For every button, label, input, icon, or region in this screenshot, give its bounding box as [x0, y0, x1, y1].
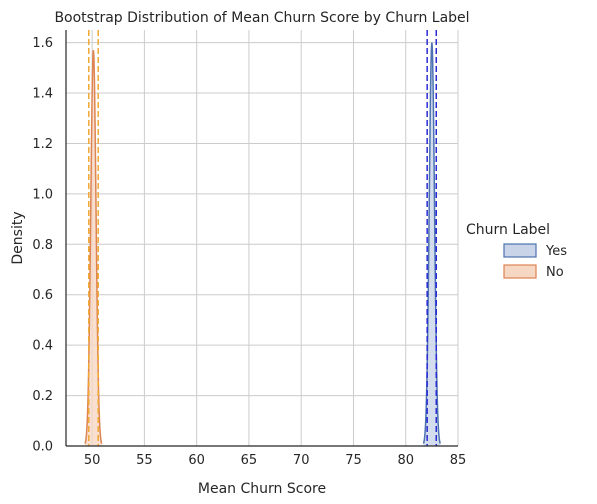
x-tick-label: 80 — [397, 453, 414, 468]
y-tick-labels: 0.0 0.2 0.4 0.6 0.8 1.0 1.2 1.4 1.6 — [32, 36, 53, 454]
y-tick-label: 1.6 — [32, 36, 53, 51]
legend-label-no: No — [546, 265, 564, 280]
y-tick-label: 0.4 — [32, 339, 53, 354]
plot-marks — [84, 30, 441, 447]
y-tick-label: 1.4 — [32, 87, 53, 102]
y-tick-label: 0.6 — [32, 288, 53, 303]
y-tick-label: 1.0 — [32, 187, 53, 202]
kde-fill-no — [85, 50, 102, 447]
legend-title: Churn Label — [466, 222, 550, 238]
x-tick-label: 75 — [345, 453, 362, 468]
x-tick-label: 50 — [84, 453, 101, 468]
kde-line-no — [84, 50, 103, 444]
x-tick-labels: 50 55 60 65 70 75 80 85 — [84, 453, 466, 468]
y-tick-label: 1.2 — [32, 137, 53, 152]
y-tick-label: 0.2 — [32, 389, 53, 404]
x-tick-label: 70 — [293, 453, 310, 468]
legend-swatch-yes — [503, 243, 537, 258]
chart-title: Bootstrap Distribution of Mean Churn Sco… — [54, 10, 469, 26]
legend-label-yes: Yes — [545, 244, 567, 259]
y-axis-label: Density — [10, 211, 26, 264]
x-tick-label: 65 — [241, 453, 258, 468]
x-tick-label: 85 — [450, 453, 467, 468]
legend-swatch-no — [503, 264, 537, 279]
x-tick-label: 60 — [188, 453, 205, 468]
y-tick-label: 0.8 — [32, 238, 53, 253]
legend: Churn Label Yes No — [466, 222, 567, 280]
y-tick-label: 0.0 — [32, 440, 53, 455]
kde-line-yes — [422, 42, 441, 444]
x-axis-label: Mean Churn Score — [198, 481, 326, 497]
grid — [66, 30, 459, 447]
axes — [65, 30, 458, 447]
x-tick-label: 55 — [136, 453, 153, 468]
